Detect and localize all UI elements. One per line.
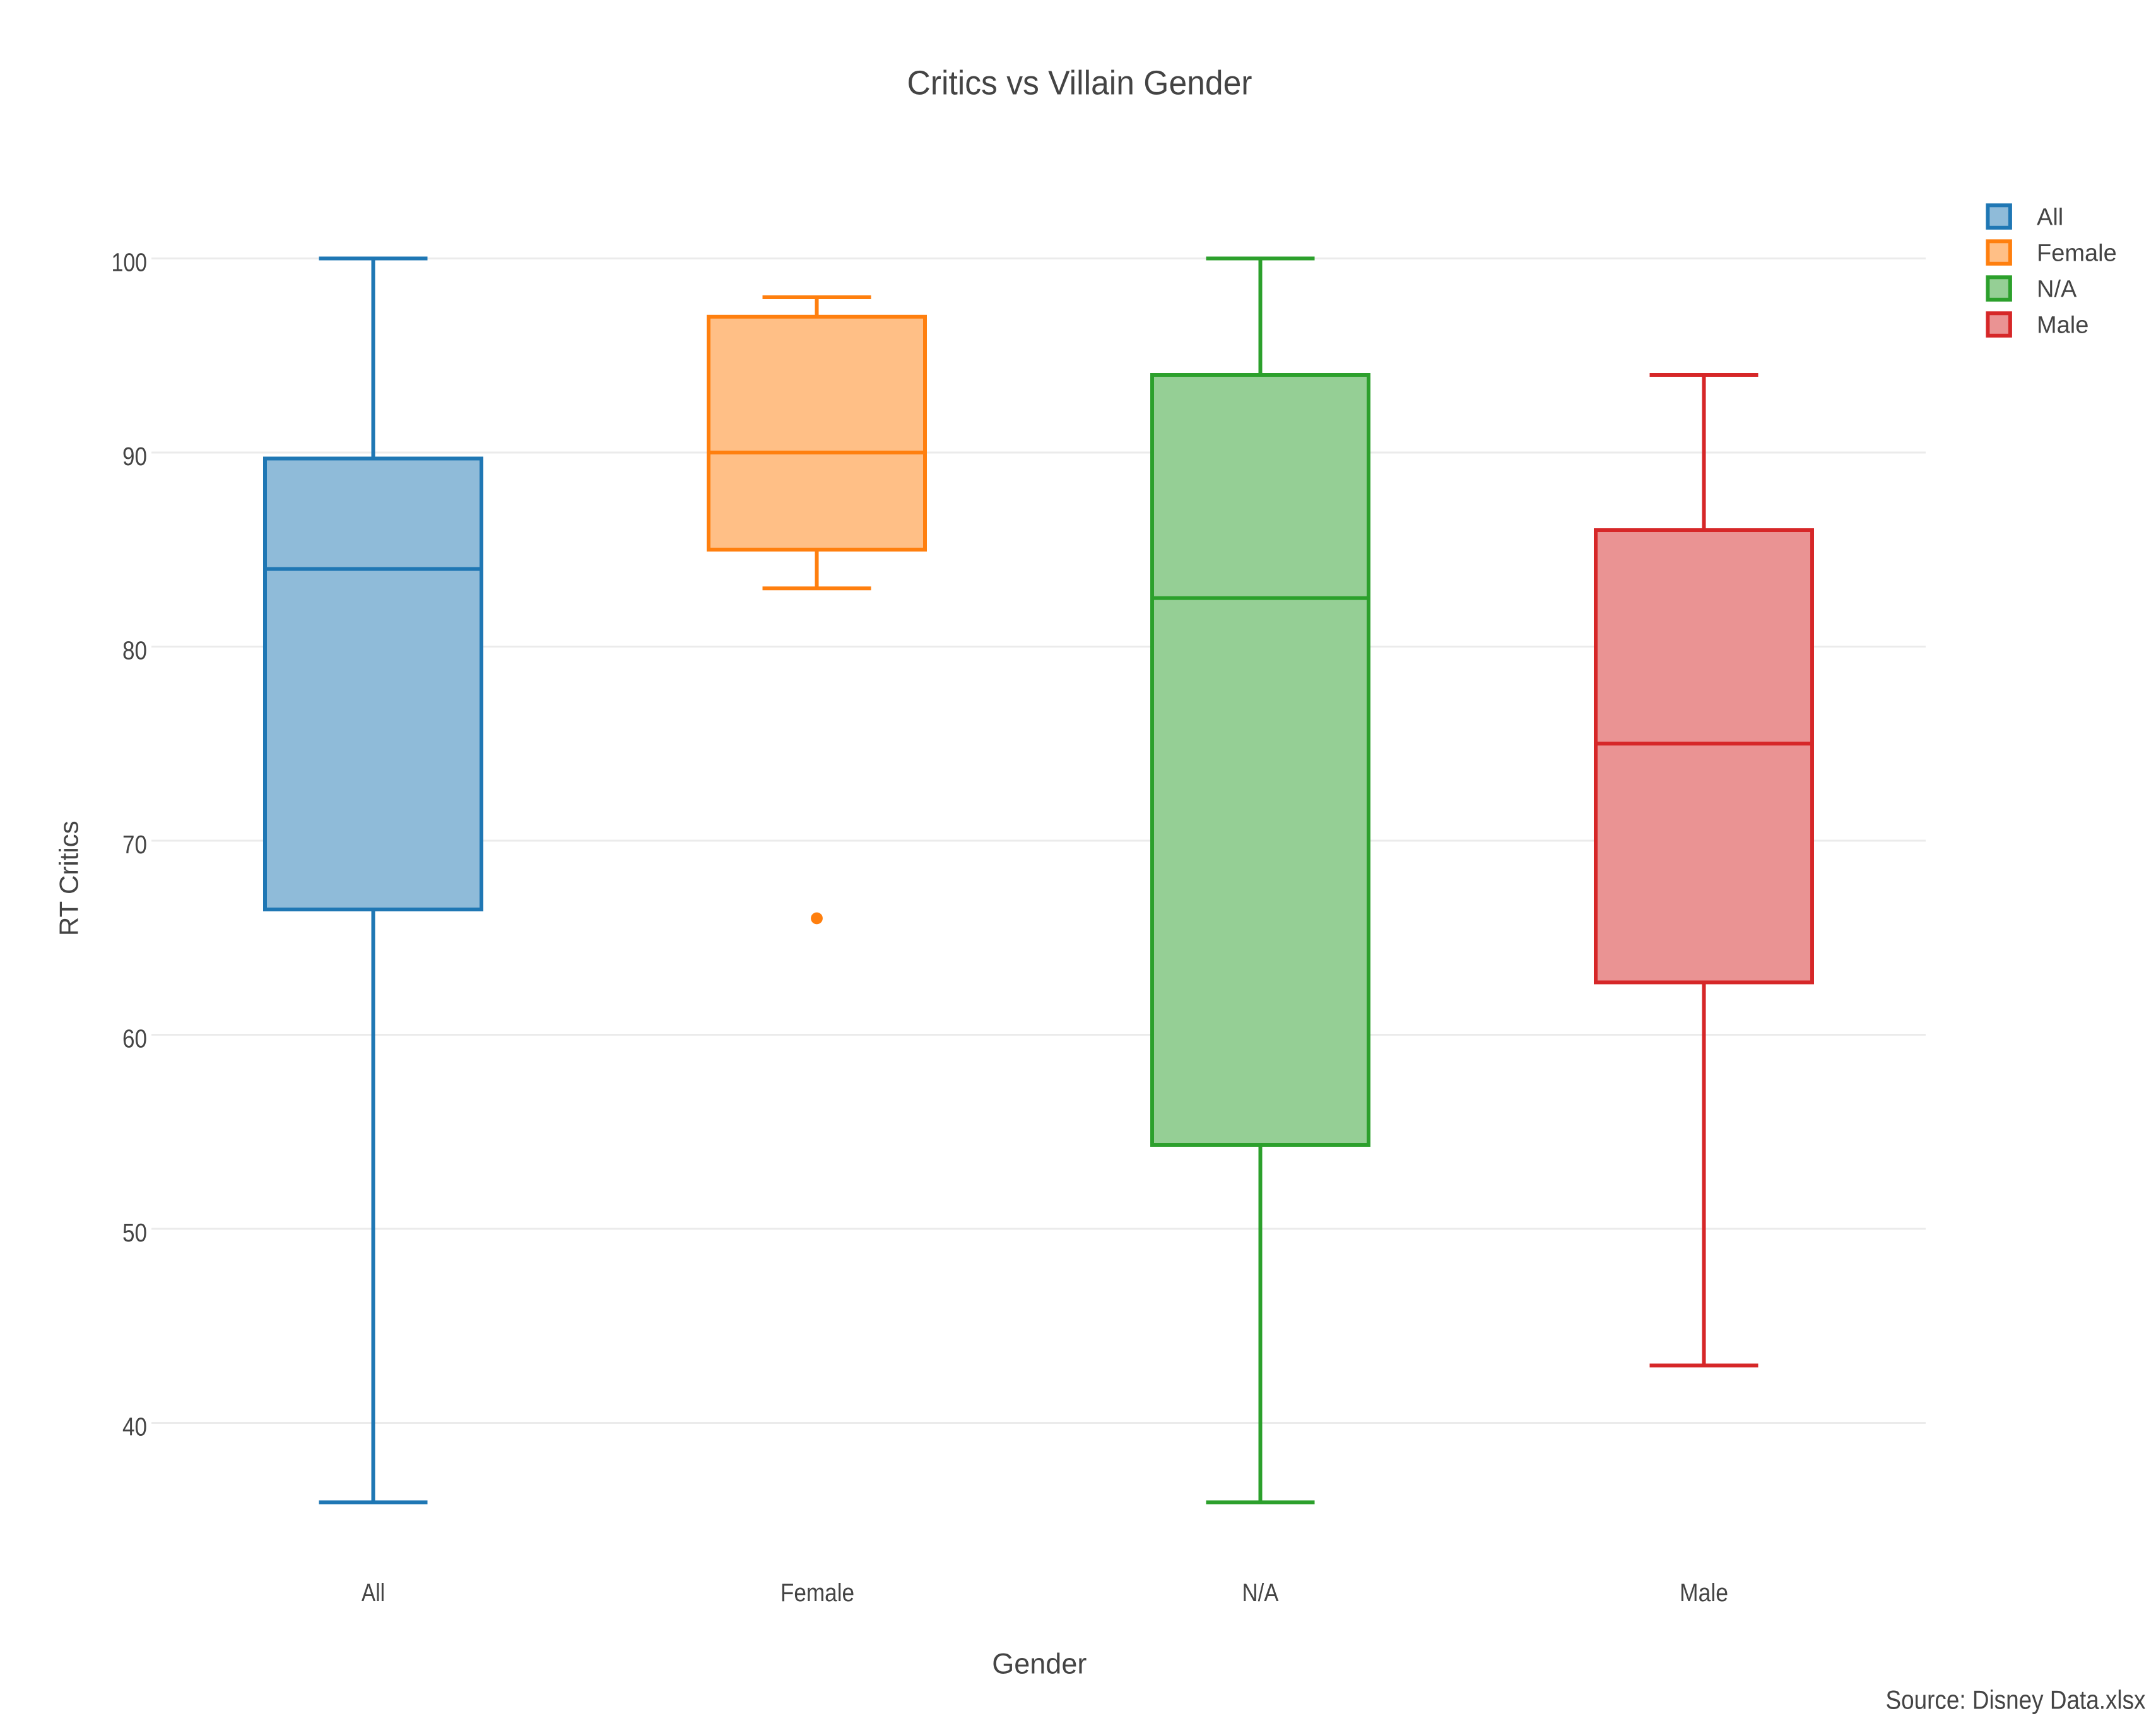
svg-text:N/A: N/A bbox=[2037, 276, 2077, 303]
svg-text:40: 40 bbox=[122, 1412, 147, 1442]
svg-text:RT Critics: RT Critics bbox=[54, 820, 83, 936]
svg-text:Female: Female bbox=[2037, 240, 2117, 267]
svg-text:50: 50 bbox=[122, 1218, 147, 1247]
svg-text:Gender: Gender bbox=[992, 1647, 1087, 1679]
svg-text:N/A: N/A bbox=[1242, 1579, 1279, 1607]
svg-text:70: 70 bbox=[122, 830, 147, 859]
svg-text:Source: Disney Data.xlsx: Source: Disney Data.xlsx bbox=[1886, 1685, 2146, 1715]
svg-text:All: All bbox=[362, 1579, 385, 1607]
svg-text:Critics vs Villain Gender: Critics vs Villain Gender bbox=[907, 64, 1252, 102]
svg-text:Male: Male bbox=[1680, 1579, 1728, 1607]
svg-text:Male: Male bbox=[2037, 312, 2088, 339]
svg-text:90: 90 bbox=[122, 442, 147, 471]
svg-text:Female: Female bbox=[781, 1579, 854, 1607]
svg-text:80: 80 bbox=[122, 636, 147, 665]
svg-text:60: 60 bbox=[122, 1024, 147, 1053]
svg-text:All: All bbox=[2037, 204, 2063, 231]
svg-text:100: 100 bbox=[112, 248, 148, 277]
